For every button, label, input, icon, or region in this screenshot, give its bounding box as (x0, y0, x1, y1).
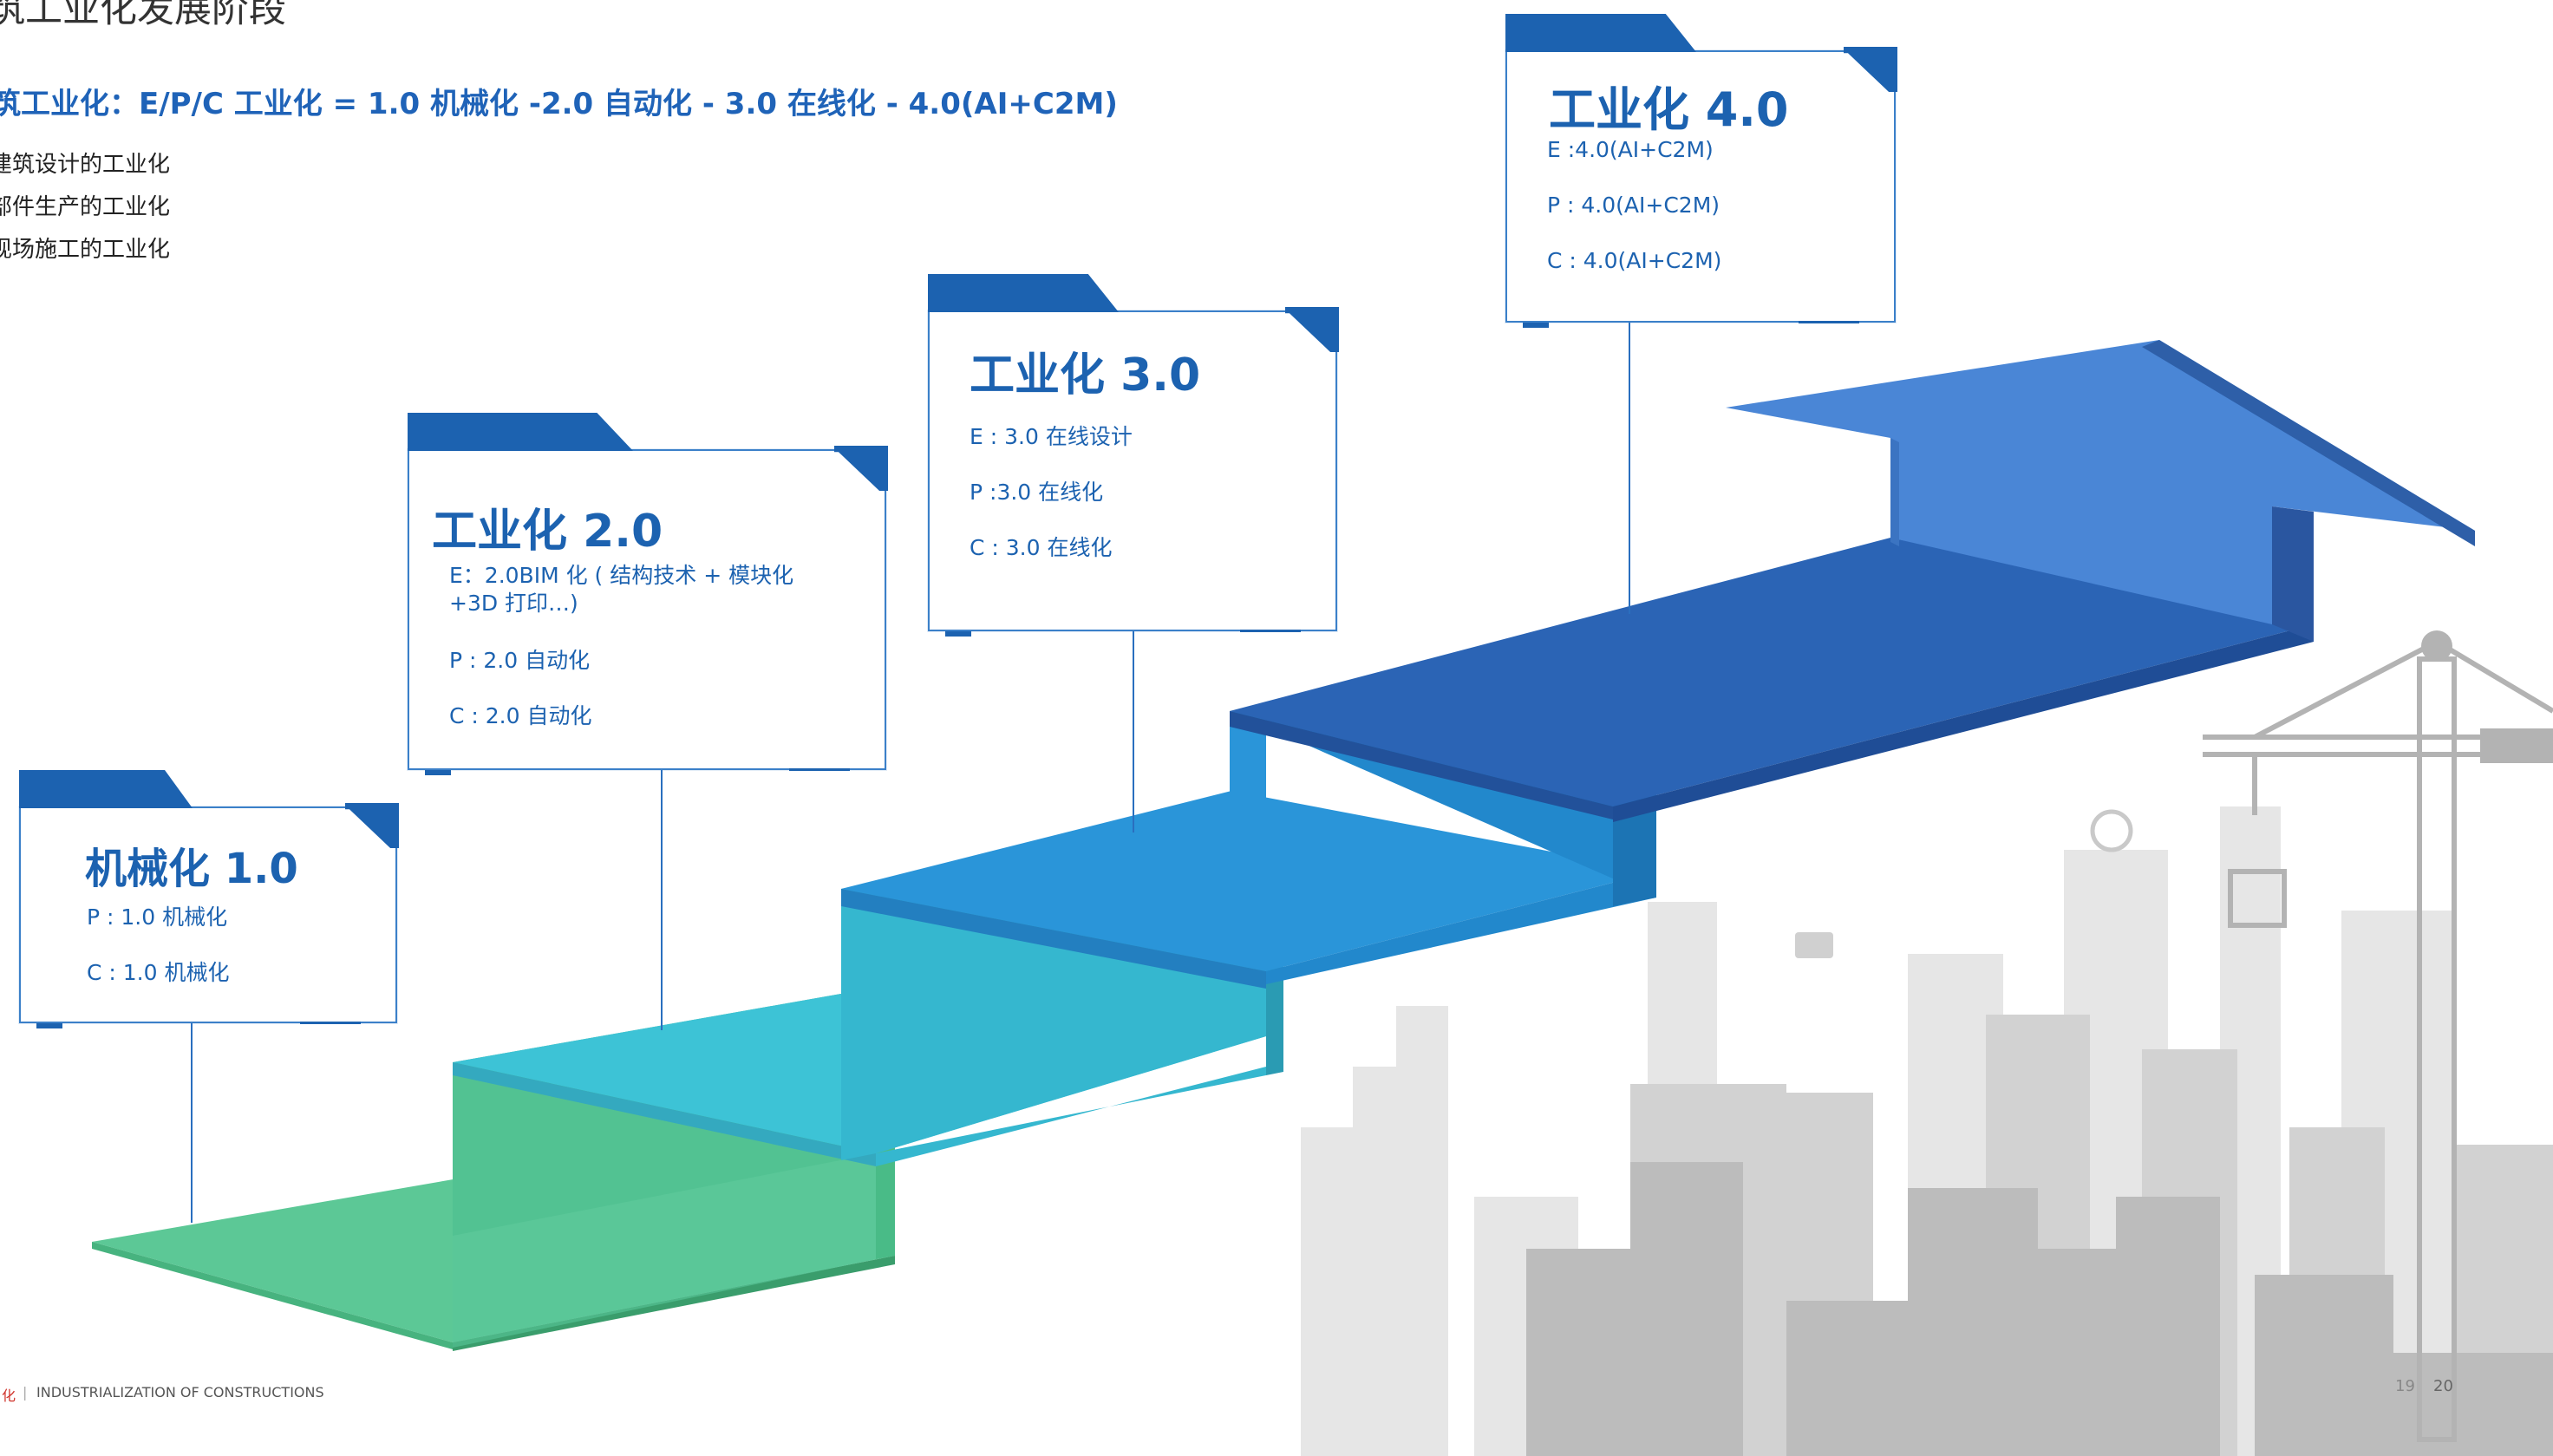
formula-subtitle: 筑工业化：E/P/C 工业化 = 1.0 机械化 -2.0 自动化 - 3.0 … (0, 87, 1118, 121)
stage-card-1: 机械化 1.0 P : 1.0 机械化 C : 1.0 机械化 (19, 770, 399, 1028)
card-corner (345, 803, 399, 848)
stage-title: 工业化 2.0 (432, 506, 663, 558)
leader-line-2 (661, 770, 663, 1030)
card-corner (1285, 307, 1339, 352)
page-title: 筑工业化发展阶段 (0, 0, 286, 31)
leader-line-4 (1629, 323, 1630, 614)
stage-line: P : 4.0(AI+C2M) (1547, 193, 1720, 218)
stage-card-4: 工业化 4.0 E :4.0(AI+C2M) P : 4.0(AI+C2M) C… (1505, 14, 1897, 328)
leader-line-3 (1133, 631, 1134, 832)
bullet-item: 部件生产的工业化 (0, 194, 171, 220)
arrow-head (1726, 340, 2475, 624)
stage-title: 机械化 1.0 (85, 845, 298, 893)
stage-line: C : 4.0(AI+C2M) (1547, 248, 1722, 273)
stage-line: E :4.0(AI+C2M) (1547, 137, 1714, 162)
step-4 (1230, 538, 2314, 806)
card-tab (19, 770, 193, 808)
card-tab (1505, 14, 1696, 52)
leader-line-1 (191, 1022, 193, 1223)
stage-line: P :3.0 在线化 (970, 480, 1104, 505)
page-number-prev: 19 (2395, 1377, 2415, 1395)
card-corner (834, 446, 888, 491)
card-corner (1844, 47, 1897, 92)
bullet-item: 建筑设计的工业化 (0, 152, 171, 178)
footer-subtitle: INDUSTRIALIZATION OF CONSTRUCTIONS (36, 1384, 324, 1401)
stage-line: E : 3.0 在线设计 (970, 424, 1133, 449)
card-tab (928, 274, 1119, 312)
page-number-current: 20 (2433, 1377, 2453, 1395)
footer-divider: | (23, 1384, 28, 1401)
stage-line: P : 2.0 自动化 (449, 648, 591, 673)
stage-line: C : 3.0 在线化 (970, 535, 1113, 560)
footer-brand: 化 (2, 1387, 16, 1404)
stage-title: 工业化 3.0 (970, 349, 1201, 402)
stage-line: E：2.0BIM 化 ( 结构技术 + 模块化 +3D 打印…) (449, 563, 794, 616)
stage-card-2: 工业化 2.0 E：2.0BIM 化 ( 结构技术 + 模块化 +3D 打印…)… (408, 413, 888, 775)
stage-title: 工业化 4.0 (1549, 82, 1789, 137)
card-tab (408, 413, 633, 451)
stage-line: C : 1.0 机械化 (87, 960, 230, 985)
stage-card-3: 工业化 3.0 E : 3.0 在线设计 P :3.0 在线化 C : 3.0 … (928, 274, 1339, 637)
stage-line: P : 1.0 机械化 (87, 904, 228, 930)
bullet-item: 现场施工的工业化 (0, 237, 171, 263)
step-3 (841, 791, 1656, 971)
stage-line: C : 2.0 自动化 (449, 703, 592, 728)
bullet-list: 建筑设计的工业化 部件生产的工业化 现场施工的工业化 (0, 144, 170, 271)
